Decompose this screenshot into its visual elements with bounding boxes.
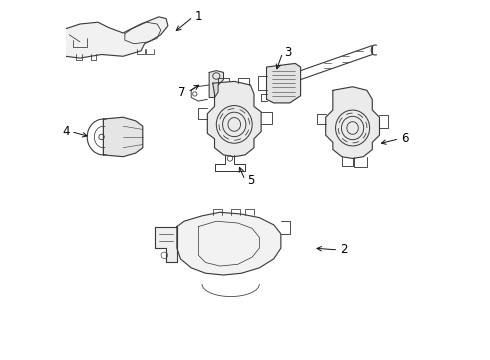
Polygon shape bbox=[267, 63, 300, 103]
Text: 1: 1 bbox=[195, 10, 202, 23]
Text: 6: 6 bbox=[401, 132, 408, 145]
Text: 2: 2 bbox=[340, 243, 347, 256]
Polygon shape bbox=[177, 212, 281, 275]
Text: 7: 7 bbox=[178, 86, 186, 99]
Text: 4: 4 bbox=[62, 125, 70, 138]
Polygon shape bbox=[103, 117, 143, 157]
Text: 5: 5 bbox=[246, 174, 254, 186]
Polygon shape bbox=[207, 81, 261, 157]
Polygon shape bbox=[55, 17, 168, 58]
Polygon shape bbox=[326, 87, 379, 158]
Polygon shape bbox=[155, 226, 177, 262]
Text: 3: 3 bbox=[284, 46, 292, 59]
Polygon shape bbox=[209, 71, 223, 98]
